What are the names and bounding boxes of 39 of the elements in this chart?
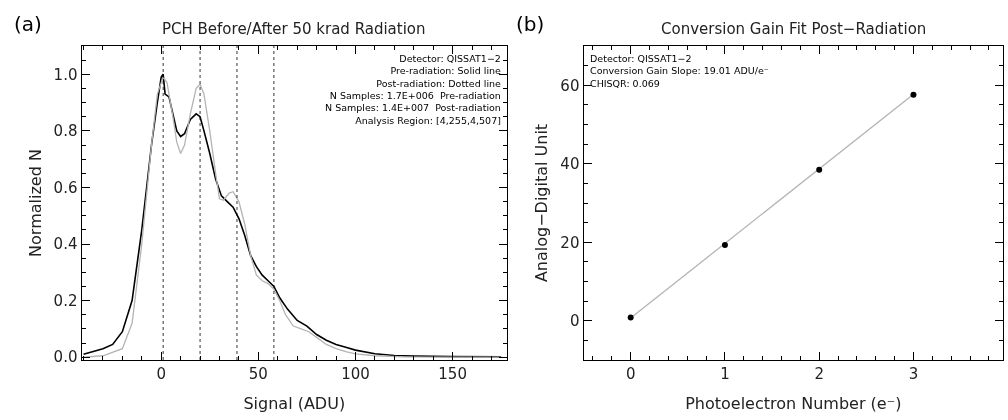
y-tick-label: 0.4 (53, 235, 78, 254)
text: (b) (516, 12, 545, 36)
annotation: N Samples: 1.4E+007 Post-radiation (325, 102, 501, 114)
text: (a) (14, 12, 42, 36)
point (816, 166, 823, 173)
y-tick-label: 0.6 (53, 178, 78, 197)
y-tick-label: 20 (560, 233, 580, 252)
x-tick-label: 150 (438, 365, 467, 384)
chart-title: PCH Before/After 50 krad Radiation (162, 20, 426, 38)
x-tick-label: 0 (156, 365, 166, 384)
annotation: Analysis Region: [4,255,4,507] (355, 114, 501, 126)
annotation: Detector: QISSAT1−2 (399, 53, 501, 64)
annotation: Detector: QISSAT1−2 (590, 53, 692, 64)
y-tick-label: 0.2 (53, 291, 78, 310)
annotation: Pre-radiation: Solid line (390, 65, 502, 77)
annotation: N Samples: 1.7E+006 Pre-radiation (329, 90, 501, 102)
point (910, 91, 917, 98)
x-tick-label: 2 (814, 365, 824, 384)
x-axis-title: Signal (ADU) (243, 393, 346, 413)
chart-title: Conversion Gain Fit Post−Radiation (661, 20, 927, 38)
x-tick-label: 0 (625, 365, 636, 384)
x-axis-title: Photoelectron Number (e⁻) (685, 393, 902, 413)
point (721, 242, 728, 248)
y-tick-label: 0.8 (53, 122, 78, 141)
y-tick-label: 0 (569, 312, 580, 330)
y-tick-label: 60 (560, 76, 580, 95)
x-tick-label: 50 (248, 365, 268, 384)
y-axis-title: Analog−Digital Unit (532, 123, 552, 283)
annotation: CHISQR: 0.069 (590, 77, 660, 89)
annotation: Conversion Gain Slope: 19.01 ADU/e⁻ (590, 65, 769, 77)
x-tick-label: 3 (908, 365, 919, 384)
y-tick-label: 1.0 (53, 65, 78, 84)
y-tick-label: 0.0 (53, 348, 78, 367)
x-tick-label: 1 (720, 365, 730, 384)
y-axis-title: Normalized N (25, 149, 45, 257)
y-tick-label: 40 (560, 155, 580, 173)
annotation: Post-radiation: Dotted line (376, 77, 502, 89)
point (627, 314, 634, 321)
x-tick-label: 100 (341, 365, 370, 384)
